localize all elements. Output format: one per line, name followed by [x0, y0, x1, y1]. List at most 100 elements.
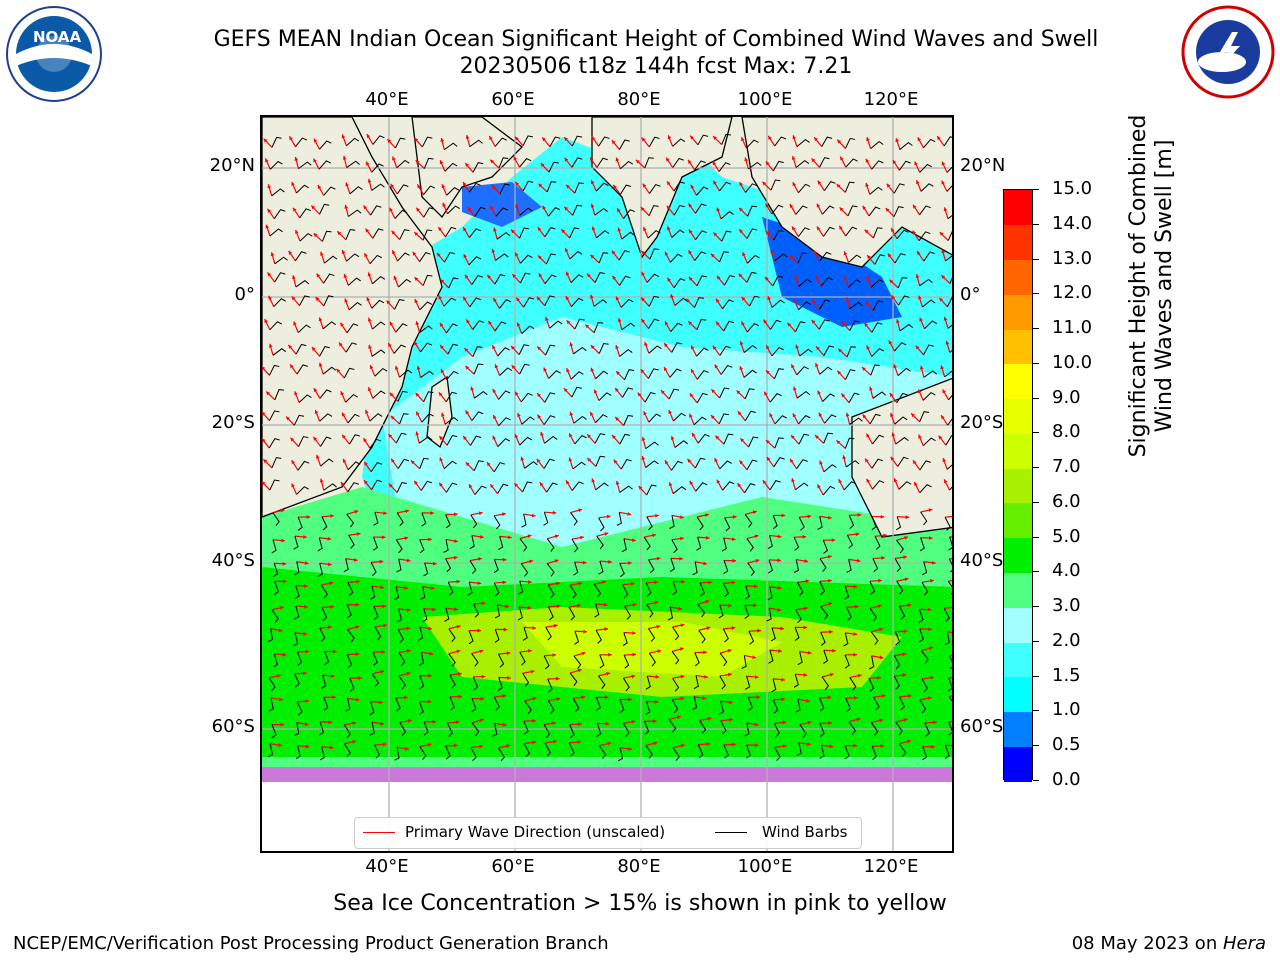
- wind-barb: [723, 433, 734, 445]
- wind-barb: [570, 274, 584, 283]
- wind-barb: [720, 211, 734, 220]
- wave-direction-arrowhead: [389, 207, 393, 212]
- wind-barb: [422, 274, 433, 286]
- wind-barb: [498, 417, 511, 427]
- wind-barb: [820, 632, 826, 646]
- wave-direction-arrowhead: [755, 558, 760, 563]
- wave-direction-arrowhead: [527, 605, 532, 610]
- wave-direction-arrowhead: [313, 388, 318, 393]
- wave-direction-arrowhead: [740, 438, 745, 443]
- wave-direction-arrowhead: [432, 607, 436, 612]
- colorbar-tick: [1033, 501, 1039, 503]
- wave-direction-arrowhead: [641, 318, 646, 323]
- wind-barb: [744, 388, 755, 400]
- wave-direction-arrowhead: [415, 392, 420, 397]
- wave-direction-arrowhead: [340, 391, 345, 396]
- wave-direction-arrowhead: [819, 460, 823, 465]
- wind-barb: [846, 534, 854, 549]
- wave-direction-arrowhead: [406, 607, 411, 612]
- wind-barb: [494, 629, 500, 643]
- wave-direction-arrowhead: [704, 513, 709, 518]
- wind-barb: [943, 608, 950, 622]
- wind-barb: [322, 366, 337, 375]
- wind-barb: [844, 745, 850, 760]
- wind-barb: [899, 696, 905, 711]
- wind-barb: [594, 208, 608, 216]
- wave-direction-arrowhead: [303, 631, 307, 636]
- lon-label-bottom: 40°E: [365, 856, 409, 877]
- wave-direction-arrowhead: [264, 318, 268, 323]
- wind-barb: [797, 252, 808, 264]
- wind-barb: [447, 343, 459, 355]
- wave-direction-arrowhead: [416, 207, 421, 212]
- wind-barb: [696, 347, 709, 357]
- wave-direction-arrowhead: [715, 298, 720, 303]
- wind-barb: [870, 722, 879, 736]
- wind-barb: [871, 322, 883, 333]
- wave-direction-arrowhead: [791, 364, 795, 369]
- wind-barb: [595, 414, 608, 424]
- wind-barb: [748, 630, 755, 645]
- colorbar-tick-label: 6.0: [1052, 490, 1081, 512]
- wave-direction-arrowhead: [382, 742, 387, 747]
- wind-barb: [399, 369, 413, 378]
- wave-direction-arrowhead: [927, 607, 932, 612]
- colorbar-tick: [1033, 223, 1039, 225]
- wind-barb: [418, 436, 433, 444]
- wind-barb: [569, 672, 578, 686]
- wind-barb: [721, 537, 727, 552]
- wave-direction-arrowhead: [405, 509, 409, 514]
- wind-barb: [870, 141, 884, 149]
- wind-barb: [519, 436, 533, 446]
- wind-barb: [696, 318, 707, 330]
- wave-direction-arrowhead: [643, 411, 647, 416]
- wave-direction-arrowhead: [836, 184, 841, 188]
- wave-direction-arrowhead: [738, 273, 743, 278]
- wind-barb: [769, 319, 782, 330]
- wind-barb: [647, 229, 661, 239]
- wind-barb: [720, 364, 733, 375]
- wind-barb: [293, 414, 305, 426]
- wave-direction-arrowhead: [291, 296, 296, 301]
- wave-direction-arrowhead: [294, 391, 298, 396]
- wind-barb: [372, 390, 386, 399]
- wind-barb: [371, 479, 383, 490]
- wave-direction-arrowhead: [364, 480, 368, 485]
- wind-barb: [871, 516, 877, 531]
- wind-barb: [946, 464, 952, 470]
- wave-direction-arrowhead: [707, 716, 712, 721]
- wind-barb: [694, 652, 700, 667]
- wind-barb: [620, 458, 632, 470]
- wind-barb: [573, 346, 587, 355]
- wind-barb: [472, 162, 484, 173]
- colorbar-segment: [1004, 259, 1032, 295]
- wave-direction-arrowhead: [507, 535, 512, 540]
- wind-barb: [423, 185, 436, 196]
- wind-barb: [623, 414, 634, 426]
- wind-barb: [947, 214, 952, 220]
- lon-label-bottom: 120°E: [863, 856, 919, 877]
- wind-barb: [498, 157, 509, 169]
- wind-barb: [844, 137, 856, 149]
- wave-direction-arrowhead: [342, 412, 346, 417]
- wave-direction-arrowhead: [458, 694, 462, 699]
- wave-direction-arrowhead: [769, 413, 773, 418]
- wind-barb: [774, 136, 787, 147]
- wind-barb: [871, 458, 883, 469]
- wave-direction-arrowhead: [611, 140, 616, 145]
- wind-barb: [598, 517, 605, 532]
- wave-direction-arrowhead: [356, 579, 360, 584]
- wave-direction-arrowhead: [653, 741, 658, 746]
- wave-direction-arrowhead: [465, 410, 470, 415]
- wave-direction-arrowhead: [930, 579, 934, 583]
- wind-barb: [918, 231, 931, 242]
- wave-direction-arrowhead: [941, 249, 946, 254]
- wave-direction-arrowhead: [644, 342, 648, 347]
- wave-direction-arrowhead: [816, 226, 821, 231]
- wind-barb: [944, 516, 951, 531]
- wind-barb: [369, 413, 383, 422]
- wind-barb: [396, 608, 402, 623]
- wave-direction-arrowhead: [540, 163, 545, 168]
- wind-barb: [296, 701, 303, 716]
- wave-direction-arrowhead: [814, 137, 818, 142]
